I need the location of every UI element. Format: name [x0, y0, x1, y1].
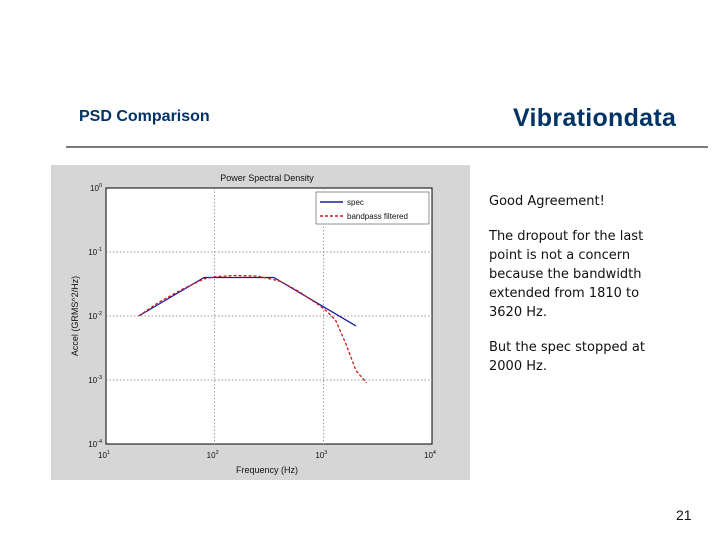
page-number: 21 [676, 507, 692, 523]
legend: spec bandpass filtered [315, 191, 430, 225]
note-spec-limit: But the spec stopped at 2000 Hz. [489, 340, 645, 374]
legend-box [315, 191, 430, 225]
x-tick-exponent: 1 [107, 450, 110, 456]
x-tick-label: 102 [207, 450, 219, 460]
brand-logo-text: Vibrationdata [513, 104, 677, 132]
y-tick-label: 10-4 [88, 439, 102, 449]
x-tick-label: 104 [424, 450, 436, 460]
y-tick-exponent: -3 [97, 375, 102, 381]
y-tick-label: 10-3 [88, 375, 102, 385]
y-tick-exponent: -2 [97, 311, 102, 317]
y-tick-label: 10-2 [88, 311, 102, 321]
grid-lines [106, 188, 432, 444]
chart-title: Power Spectral Density [220, 173, 314, 183]
x-tick-exponent: 4 [433, 450, 436, 456]
x-tick-exponent: 3 [324, 450, 327, 456]
slide-title: PSD Comparison [79, 108, 210, 125]
x-tick-exponent: 2 [216, 450, 219, 456]
series-line-bandpass-filtered [138, 274, 368, 384]
note-dropout: The dropout for the last point is not a … [489, 229, 644, 320]
y-tick-exponent: -4 [97, 439, 102, 445]
notes-panel: Good Agreement! The dropout for the last… [489, 192, 664, 392]
legend-label-spec: spec [347, 198, 364, 207]
x-tick-label: 103 [315, 450, 327, 460]
series-lines [138, 274, 368, 384]
x-axis-label: Frequency (Hz) [236, 465, 298, 475]
y-tick-label: 10-1 [88, 247, 102, 257]
psd-chart: Power Spectral Density 101 102 103 10410010… [70, 173, 436, 475]
psd-figure: Power Spectral Density 101 102 103 104 100 10… [51, 165, 470, 480]
y-tick-exponent: -1 [97, 247, 102, 253]
y-tick-exponent: 0 [99, 183, 102, 189]
y-axis-label: Accel (GRMS^2/Hz) [70, 276, 80, 356]
x-tick-label: 101 [98, 450, 110, 460]
legend-label-bandpass-filtered: bandpass filtered [347, 212, 408, 221]
title-divider [66, 146, 708, 148]
plot-area [105, 187, 433, 445]
y-tick-label: 100 [90, 183, 102, 193]
note-agreement: Good Agreement! [489, 194, 605, 209]
